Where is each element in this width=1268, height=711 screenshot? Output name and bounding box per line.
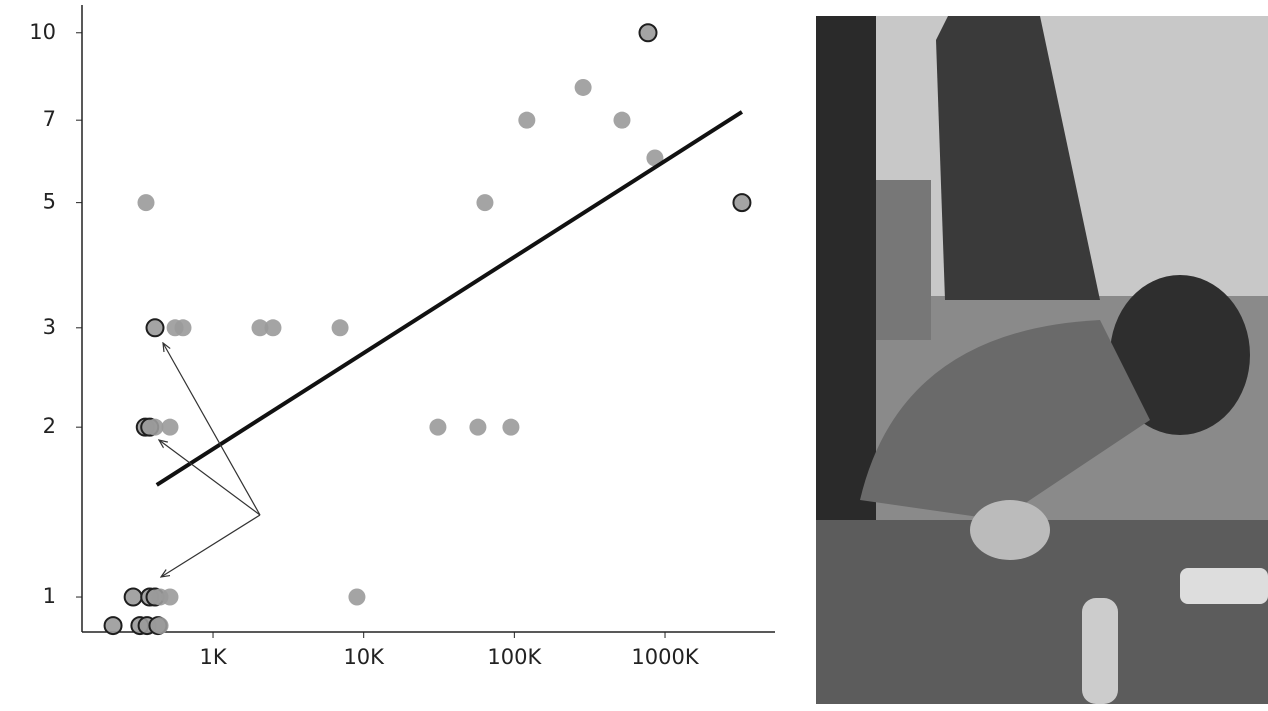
head [1110,275,1250,435]
point [174,319,192,337]
point [146,418,164,436]
hand [970,500,1050,560]
vial [1180,568,1268,604]
photo [816,16,1268,704]
point [161,588,179,606]
point [646,149,664,167]
tree [816,16,876,536]
building [936,16,1100,300]
x-tick-label: 1000K [631,645,699,669]
y-tick-label: 7 [43,107,56,131]
point [137,194,155,212]
point [469,418,487,436]
point [476,194,494,212]
trend-line [155,110,744,487]
y-tick-label: 5 [43,190,56,214]
point [348,588,366,606]
point [574,78,592,96]
ground [816,520,1268,704]
y-tick-label: 2 [43,414,56,438]
x-tick-label: 1K [199,645,227,669]
y-tick-label: 3 [43,315,56,339]
annotation-arrows [159,343,261,577]
point [264,319,282,337]
point [103,616,123,636]
point [518,111,536,129]
point [151,617,169,635]
point [429,418,447,436]
x-tick-label: 10K [343,645,385,669]
point [331,319,349,337]
point [502,418,520,436]
point [145,318,165,338]
point [123,587,143,607]
point [613,111,631,129]
point [161,418,179,436]
arrow [159,440,261,516]
arrow [163,343,261,516]
point [251,319,269,337]
y-tick-label: 1 [43,584,56,608]
vial [1082,598,1118,704]
chart: 1 2 3 5 7 10 1K 10K 100K 1000K [29,5,775,669]
body [860,320,1150,520]
arrow [161,514,261,577]
x-tick-label: 100K [487,645,542,669]
y-tick-label: 10 [29,20,56,44]
point [638,23,658,43]
point [732,193,752,213]
